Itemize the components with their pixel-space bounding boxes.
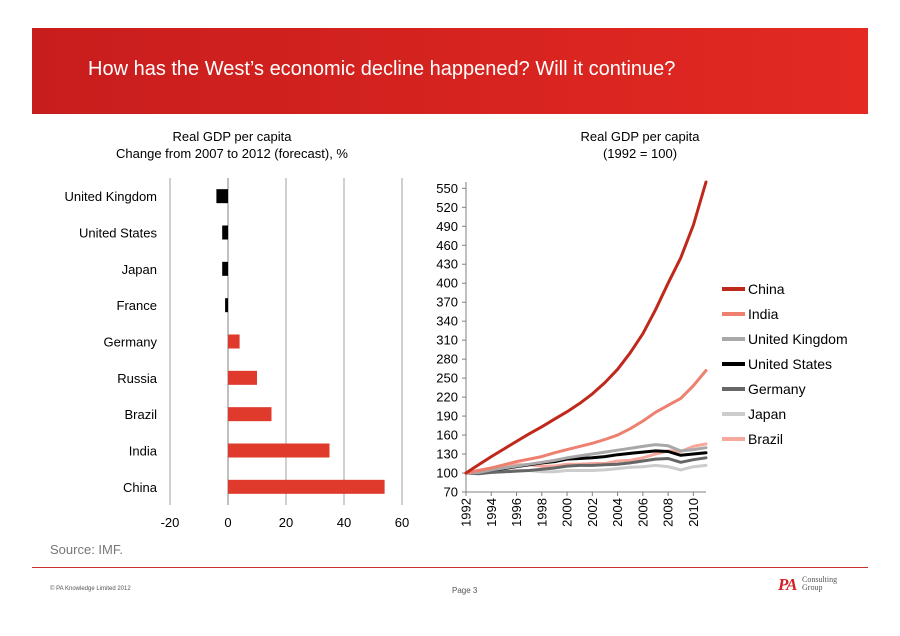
source-note: Source: IMF. xyxy=(50,542,123,557)
logo-line-1: Consulting xyxy=(802,575,838,584)
line-y-tick-label: 100 xyxy=(436,466,458,481)
bar-chart-title-block: Real GDP per capita Change from 2007 to … xyxy=(72,128,392,162)
bar xyxy=(228,334,240,349)
copyright-text: © PA Knowledge Limited 2012 xyxy=(50,586,131,592)
legend-label: Germany xyxy=(748,381,806,397)
bar-category-label: Brazil xyxy=(124,407,157,422)
pa-consulting-logo: PA Consulting Group xyxy=(778,575,858,597)
title-banner: How has the West’s economic decline happ… xyxy=(32,28,868,114)
line-y-tick-label: 70 xyxy=(444,485,458,500)
line-y-tick-label: 250 xyxy=(436,371,458,386)
bar-category-label: India xyxy=(129,444,158,459)
bar-x-tick-label: 40 xyxy=(337,515,351,530)
bar xyxy=(225,298,228,313)
bar-category-label: Japan xyxy=(122,262,157,277)
logo-text: Consulting Group xyxy=(802,576,837,592)
line-y-tick-label: 370 xyxy=(436,295,458,310)
line-series xyxy=(464,443,708,475)
slide-title: How has the West’s economic decline happ… xyxy=(88,58,676,80)
bar-category-label: United Kingdom xyxy=(65,189,158,204)
bar xyxy=(222,261,228,276)
page-number: Page 3 xyxy=(452,586,478,595)
bar-x-tick-label: 20 xyxy=(279,515,293,530)
line-y-tick-label: 430 xyxy=(436,257,458,272)
bar-category-label: China xyxy=(123,480,158,495)
line-x-tick-label: 2006 xyxy=(635,498,650,527)
legend-label: China xyxy=(748,281,785,297)
bar-category-label: France xyxy=(117,298,157,313)
line-x-tick-label: 2008 xyxy=(661,498,676,527)
bar-category-label: Germany xyxy=(104,335,158,350)
bar xyxy=(222,225,228,240)
line-y-tick-label: 160 xyxy=(436,428,458,443)
legend-label: India xyxy=(748,306,779,322)
line-x-tick-label: 1998 xyxy=(534,498,549,527)
logo-line-2: Group xyxy=(802,583,823,592)
bar-chart-subtitle: Change from 2007 to 2012 (forecast), % xyxy=(116,146,348,161)
line-y-tick-label: 400 xyxy=(436,276,458,291)
legend-label: Brazil xyxy=(748,431,783,447)
line-y-tick-label: 220 xyxy=(436,390,458,405)
bar-category-label: United States xyxy=(79,226,158,241)
line-x-tick-label: 2000 xyxy=(560,498,575,527)
bar-chart-title: Real GDP per capita xyxy=(172,129,292,144)
line-chart-title: Real GDP per capita xyxy=(580,129,700,144)
bar xyxy=(228,407,272,422)
legend-label: United States xyxy=(748,356,832,372)
legend-label: Japan xyxy=(748,406,786,422)
bar-x-tick-label: 0 xyxy=(224,515,231,530)
bar-x-tick-label: 60 xyxy=(395,515,409,530)
line-chart-subtitle: (1992 = 100) xyxy=(602,146,678,161)
line-chart-title-block: Real GDP per capita (1992 = 100) xyxy=(480,128,800,162)
line-y-tick-label: 310 xyxy=(436,333,458,348)
line-y-tick-label: 280 xyxy=(436,352,458,367)
line-x-tick-label: 1994 xyxy=(484,498,499,527)
line-x-tick-label: 2002 xyxy=(585,498,600,527)
line-x-tick-label: 1996 xyxy=(509,498,524,527)
line-y-tick-label: 340 xyxy=(436,314,458,329)
line-y-tick-label: 550 xyxy=(436,181,458,196)
line-y-tick-label: 490 xyxy=(436,219,458,234)
bar xyxy=(216,189,228,204)
line-y-tick-label: 460 xyxy=(436,238,458,253)
line-y-tick-label: 520 xyxy=(436,200,458,215)
legend-label: United Kingdom xyxy=(748,331,848,347)
bar xyxy=(228,479,385,494)
bar-category-label: Russia xyxy=(117,371,158,386)
line-series xyxy=(464,180,708,475)
bar xyxy=(228,370,257,385)
line-y-tick-label: 130 xyxy=(436,447,458,462)
footer-divider xyxy=(32,567,868,568)
bar-x-tick-label: -20 xyxy=(161,515,180,530)
line-x-tick-label: 2004 xyxy=(610,498,625,527)
line-series xyxy=(464,456,708,476)
line-series xyxy=(464,369,708,475)
logo-mark: PA xyxy=(778,575,797,594)
line-x-tick-label: 1992 xyxy=(459,498,474,527)
line-x-tick-label: 2010 xyxy=(686,498,701,527)
bar xyxy=(228,443,330,458)
line-y-tick-label: 190 xyxy=(436,409,458,424)
